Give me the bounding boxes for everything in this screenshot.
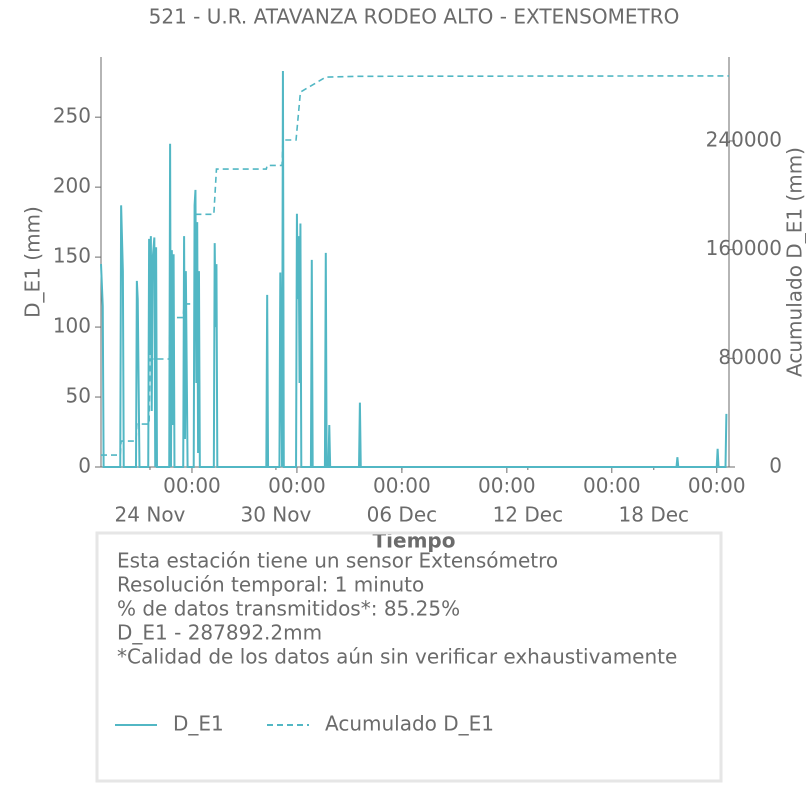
y2-tick-label: 160000 <box>706 236 782 260</box>
legend-label: Acumulado D_E1 <box>325 712 494 736</box>
y2-tick-label: 80000 <box>718 345 782 369</box>
info-box <box>95 531 723 783</box>
series-line <box>101 75 730 456</box>
info-line: % de datos transmitidos*: 85.25% <box>117 597 460 621</box>
y2-tick-label: 0 <box>769 454 782 478</box>
info-line: Resolución temporal: 1 minuto <box>117 573 424 597</box>
x-tick-label: 00:00 <box>163 474 221 498</box>
x-date-label: 18 Dec <box>619 503 690 527</box>
y2-axis-label: Acumulado D_E1 (mm) <box>783 147 806 377</box>
y-axis-label: D_E1 (mm) <box>21 206 45 318</box>
y-tick-label: 150 <box>53 244 91 268</box>
x-date-label: 06 Dec <box>367 503 438 527</box>
x-tick-label: 00:00 <box>268 474 326 498</box>
legend-label: D_E1 <box>173 712 224 736</box>
x-tick-label: 00:00 <box>688 474 746 498</box>
y-tick-label: 0 <box>78 454 91 478</box>
x-tick-label: 00:00 <box>583 474 641 498</box>
y-tick-label: 200 <box>53 174 91 198</box>
info-line: D_E1 - 287892.2mm <box>117 621 322 645</box>
series-line <box>100 70 728 468</box>
y-tick-label: 250 <box>53 104 91 128</box>
x-date-label: 12 Dec <box>493 503 564 527</box>
x-tick-label: 00:00 <box>478 474 536 498</box>
info-line: *Calidad de los datos aún sin verificar … <box>117 645 677 669</box>
chart-title: 521 - U.R. ATAVANZA RODEO ALTO - EXTENSO… <box>149 5 680 29</box>
x-tick-label: 00:00 <box>373 474 431 498</box>
x-date-label: 24 Nov <box>115 503 186 527</box>
x-date-label: 30 Nov <box>241 503 312 527</box>
y2-tick-label: 240000 <box>706 127 782 151</box>
info-line: Esta estación tiene un sensor Extensómet… <box>117 549 558 573</box>
y-tick-label: 100 <box>53 314 91 338</box>
y-tick-label: 50 <box>66 384 91 408</box>
